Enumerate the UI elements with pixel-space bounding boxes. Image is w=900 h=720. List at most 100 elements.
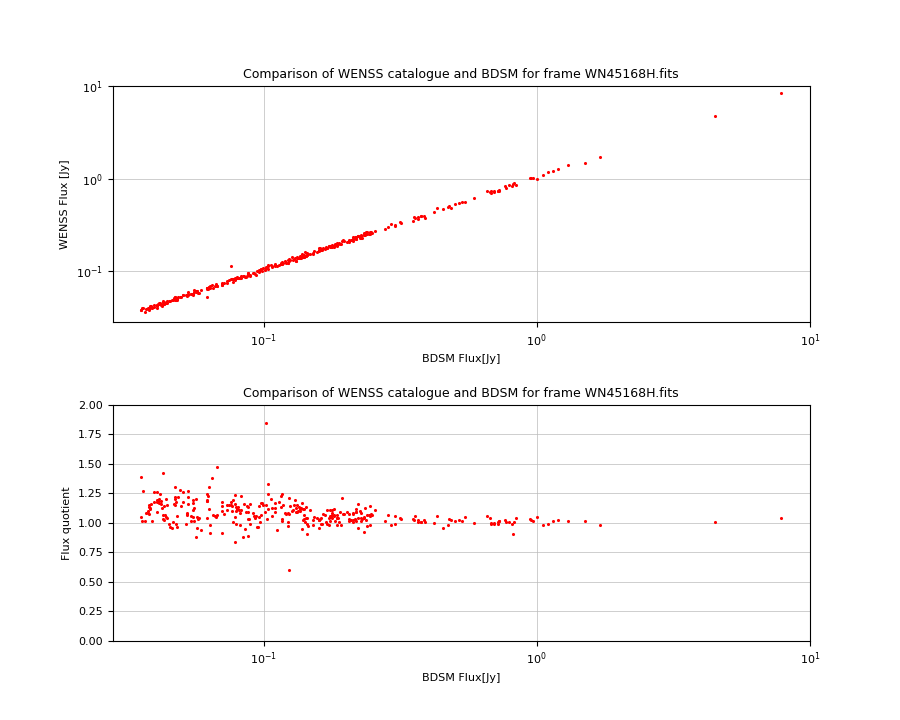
- Point: [210, 280, 224, 292]
- Point: [254, 509, 268, 521]
- Point: [487, 186, 501, 197]
- Point: [387, 220, 401, 231]
- Point: [159, 297, 174, 309]
- Point: [327, 240, 341, 252]
- Point: [136, 485, 150, 496]
- Point: [300, 249, 314, 261]
- Point: [292, 502, 306, 513]
- Point: [243, 518, 257, 530]
- Point: [179, 290, 194, 302]
- Point: [174, 500, 188, 512]
- Point: [363, 500, 377, 512]
- Point: [367, 504, 382, 516]
- Point: [169, 496, 184, 508]
- Point: [200, 512, 214, 523]
- Point: [448, 515, 463, 526]
- Point: [170, 294, 184, 305]
- Point: [346, 233, 361, 245]
- Point: [282, 492, 296, 503]
- Point: [270, 260, 284, 271]
- Point: [301, 249, 315, 261]
- Point: [322, 516, 337, 527]
- Point: [210, 280, 224, 292]
- Point: [234, 490, 248, 501]
- Point: [328, 509, 342, 521]
- Point: [346, 233, 360, 245]
- Point: [202, 527, 217, 539]
- Point: [405, 513, 419, 525]
- Point: [149, 300, 164, 311]
- Point: [169, 294, 184, 306]
- Point: [141, 304, 156, 315]
- Point: [140, 508, 154, 519]
- Point: [500, 182, 514, 194]
- Point: [234, 270, 248, 282]
- Point: [252, 265, 266, 276]
- Point: [200, 488, 214, 500]
- Point: [348, 233, 363, 245]
- Point: [156, 513, 170, 525]
- Point: [283, 564, 297, 576]
- Point: [407, 514, 421, 526]
- Point: [381, 221, 395, 233]
- Point: [291, 500, 305, 511]
- Point: [209, 511, 223, 523]
- Point: [360, 510, 374, 521]
- Point: [215, 279, 230, 291]
- Point: [323, 240, 338, 251]
- Point: [350, 230, 365, 241]
- Point: [365, 228, 380, 239]
- Point: [184, 289, 198, 300]
- Point: [220, 505, 234, 516]
- Point: [152, 298, 166, 310]
- Point: [362, 228, 376, 240]
- Point: [506, 528, 520, 539]
- Point: [230, 501, 245, 513]
- Point: [298, 516, 312, 528]
- Title: Comparison of WENSS catalogue and BDSM for frame WN45168H.fits: Comparison of WENSS catalogue and BDSM f…: [243, 387, 680, 400]
- Point: [147, 299, 161, 310]
- Point: [491, 185, 505, 197]
- Point: [408, 212, 422, 224]
- Point: [231, 505, 246, 516]
- Point: [151, 298, 166, 310]
- Point: [148, 301, 162, 312]
- Point: [200, 495, 214, 506]
- Point: [143, 503, 157, 515]
- Point: [167, 293, 182, 305]
- Point: [167, 498, 182, 510]
- Point: [363, 226, 377, 238]
- Point: [296, 514, 310, 526]
- Point: [167, 293, 182, 305]
- Point: [229, 273, 243, 284]
- Point: [230, 505, 244, 517]
- Point: [300, 512, 314, 523]
- Point: [320, 242, 335, 253]
- Point: [363, 228, 377, 240]
- Point: [467, 518, 482, 529]
- Point: [258, 264, 273, 276]
- Point: [363, 510, 377, 522]
- Point: [279, 258, 293, 269]
- Point: [157, 298, 171, 310]
- Point: [394, 513, 409, 525]
- Point: [259, 417, 274, 428]
- Point: [215, 505, 230, 516]
- Point: [189, 286, 203, 297]
- Point: [239, 270, 254, 282]
- Point: [491, 516, 506, 527]
- Point: [491, 518, 505, 530]
- Point: [265, 261, 279, 273]
- Point: [181, 289, 195, 300]
- Point: [278, 256, 293, 267]
- Point: [200, 292, 214, 303]
- Point: [524, 172, 538, 184]
- Point: [348, 231, 363, 243]
- Point: [388, 220, 402, 232]
- Point: [161, 518, 176, 530]
- Point: [171, 491, 185, 503]
- Point: [178, 289, 193, 301]
- Point: [350, 512, 365, 523]
- Point: [275, 488, 290, 500]
- Point: [140, 508, 155, 519]
